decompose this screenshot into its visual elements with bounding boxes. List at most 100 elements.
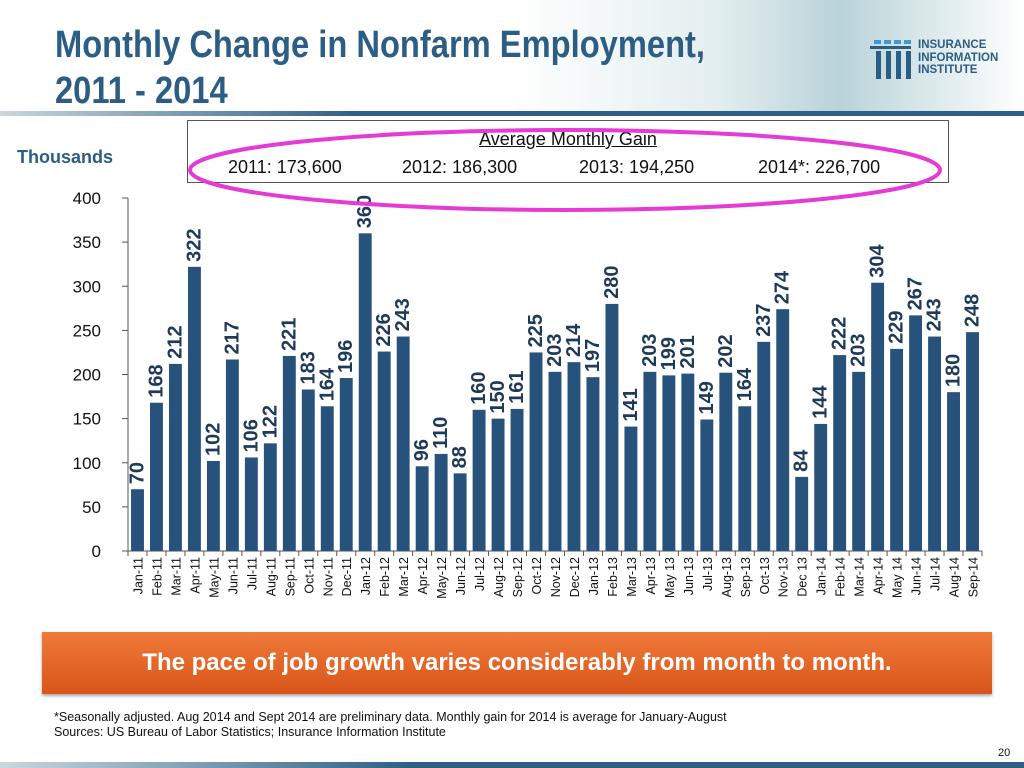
bar-value-label: 304 [867,243,889,277]
x-tick-label: Feb-12 [378,557,392,597]
bar [187,266,201,551]
iii-logo-icon [870,40,911,79]
x-tick-label: Feb-14 [834,557,848,597]
x-tick-label: Sep-14 [967,557,981,597]
bar [453,473,467,551]
x-tick-label: Apr-11 [188,557,202,594]
bar-value-label: 199 [658,337,680,370]
x-tick-label: Jul-11 [245,557,259,590]
bar [947,392,960,551]
bar-value-label: 203 [848,333,870,366]
bar-value-label: 196 [335,340,357,373]
y-tick-label: 350 [73,233,101,252]
bar-value-label: 237 [753,303,775,336]
title-line-2: 2011 - 2014 [55,70,228,112]
bar-value-label: 217 [221,321,243,354]
page-number: 20 [998,747,1011,759]
bar [719,372,733,551]
footer-rule [0,762,1024,768]
bar [681,373,695,551]
x-tick-label: Sep-12 [511,557,525,597]
bar-value-label: 203 [639,333,661,366]
bar [529,352,543,551]
bar [871,282,885,551]
bar-value-label: 160 [468,371,490,404]
bar [168,363,182,551]
x-tick-label: Feb-11 [150,557,164,596]
bar-value-label: 84 [791,449,813,472]
x-tick-label: Jun-12 [454,557,468,595]
bar-value-label: 243 [924,298,946,331]
bar [833,355,847,551]
logo-text: INSURANCE INFORMATION INSTITUTE [918,39,998,77]
page-title: Monthly Change in Nonfarm Employment, 20… [55,22,743,114]
bar-value-label: 202 [715,334,737,367]
bar-value-label: 96 [411,439,433,461]
bar-value-label: 221 [278,318,300,351]
bar [928,336,942,551]
x-tick-label: Oct-11 [302,557,316,594]
x-tick-label: Dec-12 [568,557,582,597]
bar [586,377,600,551]
bar-value-label: 203 [544,333,566,366]
bar-value-label: 226 [373,313,395,346]
bar [472,409,486,551]
x-tick-label: Mar-11 [169,557,183,596]
title-line-1: Monthly Change in Nonfarm Employment, [55,24,705,66]
x-tick-label: Sep-11 [283,557,297,596]
x-tick-label: Mar-13 [625,557,639,597]
bar [795,476,809,551]
x-tick-label: Apr-12 [416,557,430,595]
y-tick-label: 400 [73,189,101,208]
footnote-line-2: Sources: US Bureau of Labor Statistics; … [54,725,446,739]
bar [662,375,676,551]
x-tick-label: Jun-14 [910,557,924,595]
y-tick-label: 200 [73,366,101,385]
bar-value-label: 243 [392,298,414,331]
y-tick-label: 250 [73,321,101,340]
bar [814,423,828,551]
y-tick-label: 300 [73,277,101,296]
y-tick-label: 0 [92,542,101,561]
bar-value-label: 88 [449,446,471,468]
logo-line-1: INSURANCE [918,39,987,51]
y-tick-label: 50 [82,498,101,517]
bar-value-label: 248 [962,294,984,327]
bar [776,309,790,551]
bar [624,426,638,551]
x-tick-label: May-12 [435,557,449,599]
bar [415,466,429,551]
bar [339,378,353,551]
bar-value-label: 267 [905,277,927,310]
bar-value-label: 168 [145,364,167,397]
bar-value-label: 280 [601,266,623,299]
bar [282,355,296,551]
x-tick-label: May 13 [663,557,677,598]
header-band [0,0,1024,112]
bar-value-label: 141 [620,388,642,421]
bar [396,336,410,551]
x-tick-label: Aug-12 [492,557,506,597]
bar [757,341,771,551]
x-tick-label: Sep-13 [739,557,753,597]
bar [510,408,524,551]
bar [263,443,277,551]
bar-value-label: 70 [126,462,148,484]
x-tick-label: Aug-11 [264,557,278,596]
bar-value-label: 322 [183,228,205,261]
bar-value-label: 106 [240,419,262,452]
bar-value-label: 164 [316,367,338,401]
bar [131,489,144,551]
bar [852,371,866,551]
x-tick-label: Apr-13 [644,557,658,595]
bar [605,303,619,551]
bar-value-label: 180 [943,354,965,387]
bar-value-label: 149 [696,381,718,414]
bar-value-label: 229 [886,311,908,344]
bar [244,457,258,551]
x-tick-label: Feb-13 [606,557,620,597]
x-tick-label: Jun-13 [682,557,696,595]
x-tick-label: Aug-13 [720,557,734,597]
footnote: *Seasonally adjusted. Aug 2014 and Sept … [54,710,984,740]
bar [548,371,562,551]
